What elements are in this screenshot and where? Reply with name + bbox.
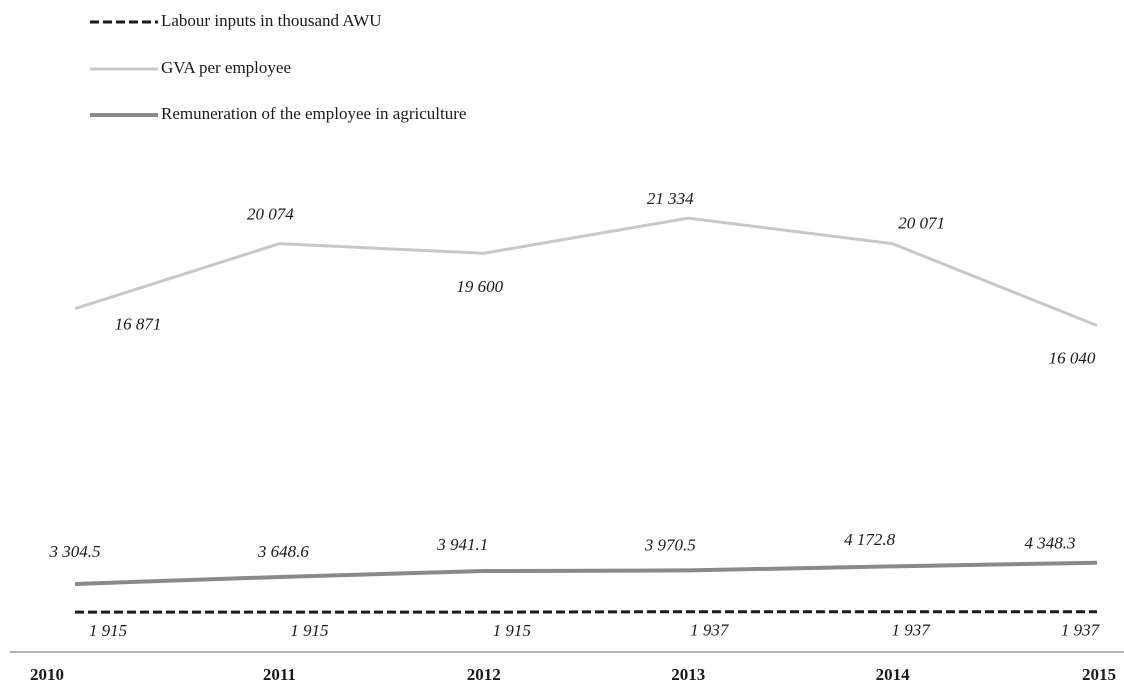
series-line: [74, 560, 1098, 586]
x-tick-label: 2014: [876, 665, 911, 684]
value-label: 1 915: [89, 621, 127, 640]
value-label: 1 915: [493, 621, 531, 640]
x-tick-label: 2012: [467, 665, 501, 684]
series-line: [74, 216, 1098, 327]
value-label: 19 600: [456, 277, 503, 296]
value-label: 1 937: [1061, 621, 1101, 640]
value-label: 1 915: [290, 621, 328, 640]
x-tick-label: 2010: [30, 665, 64, 684]
legend-label: Labour inputs in thousand AWU: [161, 11, 382, 30]
value-label: 20 071: [898, 214, 945, 233]
value-label: 1 937: [690, 621, 730, 640]
x-tick-label: 2013: [671, 665, 705, 684]
x-tick-label: 2011: [263, 665, 296, 684]
legend-label: GVA per employee: [161, 58, 291, 77]
value-label: 4 172.8: [844, 530, 896, 549]
value-label: 16 040: [1049, 348, 1096, 367]
value-label: 4 348.3: [1025, 534, 1076, 553]
x-tick-label: 2015: [1082, 665, 1116, 684]
value-label: 16 871: [115, 315, 162, 334]
legend-label: Remuneration of the employee in agricult…: [161, 104, 466, 123]
value-label: 3 304.5: [49, 542, 101, 561]
value-label: 20 074: [247, 205, 294, 224]
value-label: 1 937: [891, 621, 931, 640]
value-label: 3 941.1: [436, 535, 488, 554]
value-label: 21 334: [647, 189, 694, 208]
value-label: 3 648.6: [257, 542, 310, 561]
value-label: 3 970.5: [644, 535, 696, 554]
